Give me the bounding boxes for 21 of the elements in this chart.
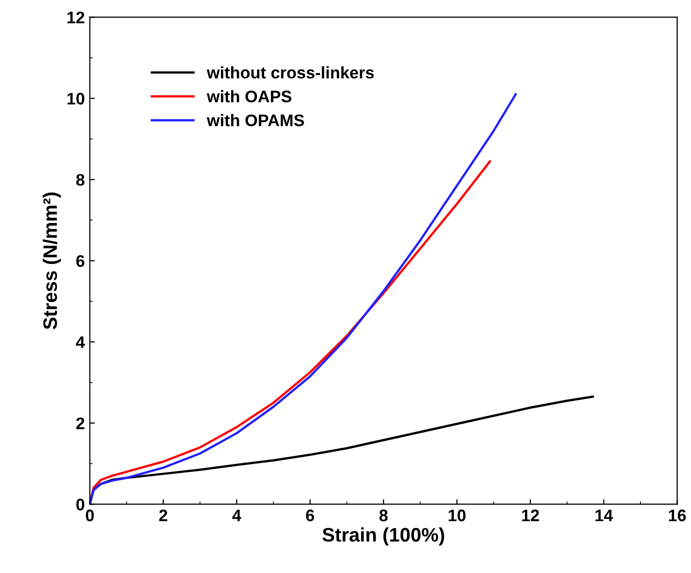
y-tick-label: 0	[76, 498, 84, 510]
y-tick-label: 6	[76, 255, 84, 267]
y-tick-label: 2	[76, 417, 84, 430]
y-tick-label: 12	[67, 12, 84, 24]
x-tick-label: 8	[379, 510, 388, 522]
x-tick-label: 0	[86, 510, 94, 522]
x-tick-label: 12	[522, 510, 539, 522]
x-tick-label: 2	[159, 510, 168, 522]
y-tick-label: 4	[76, 336, 85, 348]
y-tick-label: 8	[76, 174, 84, 186]
x-tick-label: 6	[306, 510, 314, 522]
legend-label: with OPAMS	[206, 114, 304, 126]
y-axis-title: Stress (N/mm²)	[42, 192, 61, 330]
x-axis-title: Strain (100%)	[322, 527, 444, 546]
legend-label: with OAPS	[206, 90, 292, 102]
y-tick-label: 10	[67, 92, 84, 105]
x-tick-label: 16	[668, 510, 686, 522]
legend-label: without cross-linkers	[206, 66, 374, 79]
x-tick-label: 14	[596, 510, 613, 522]
x-tick-label: 10	[448, 510, 466, 522]
x-tick-label: 4	[232, 510, 242, 522]
